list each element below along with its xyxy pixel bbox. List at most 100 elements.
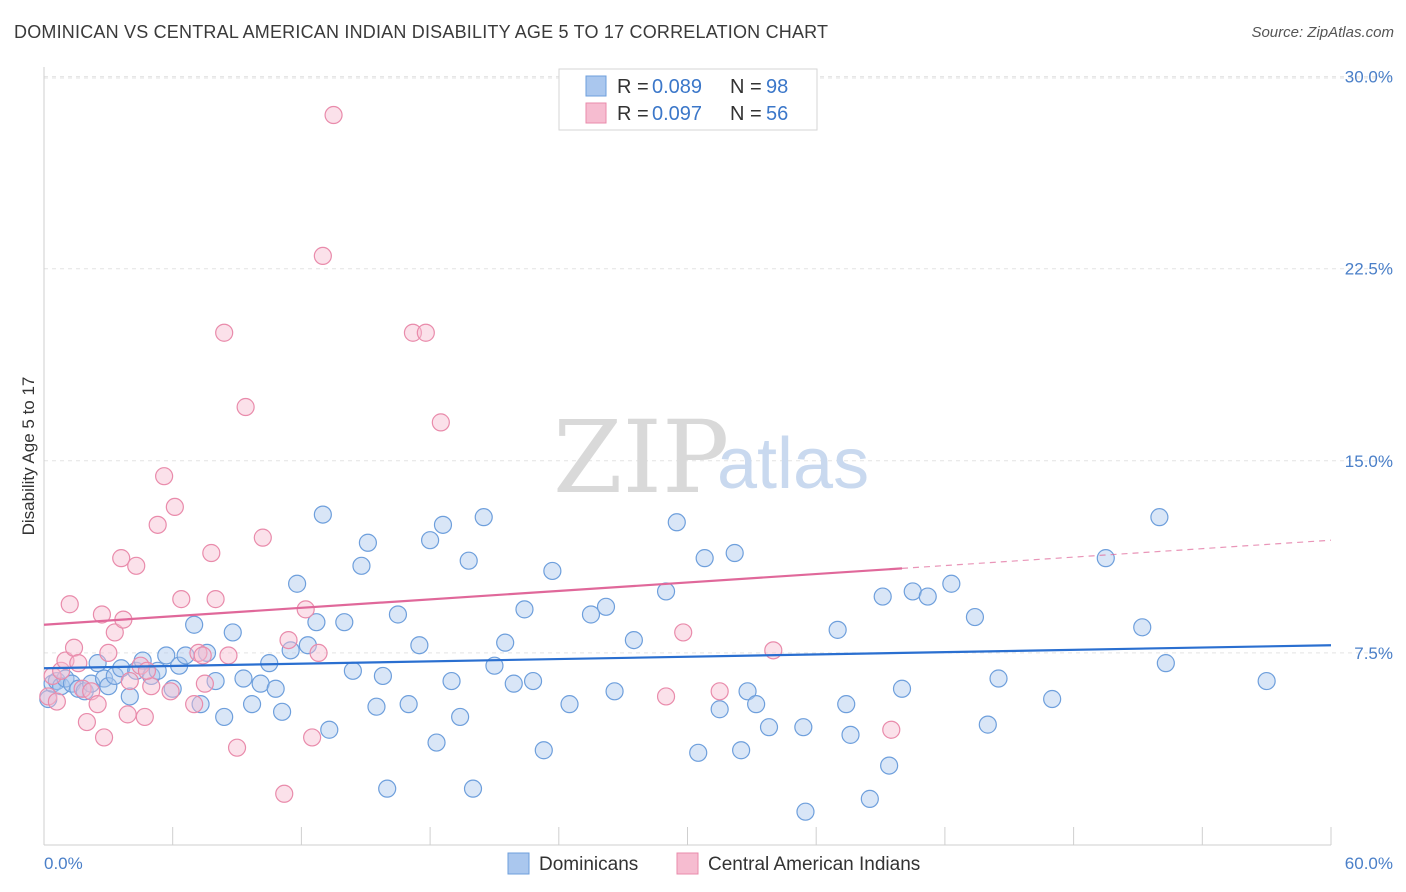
point-central-american-indian [416,323,435,342]
legend-n-value-pink: 56 [766,103,788,125]
point-central-american-indian [142,677,161,696]
point-central-american-indian [309,643,328,663]
point-central-american-indian [161,682,180,701]
point-central-american-indian [47,692,66,711]
point-central-american-indian [172,590,191,609]
point-dominican [496,633,515,652]
point-central-american-indian [94,728,114,747]
point-central-american-indian [236,397,255,417]
trend-line-central-american-indians [43,567,903,626]
point-dominican [215,707,234,727]
point-dominican [796,802,815,821]
point-dominican [560,695,579,714]
point-central-american-indian [195,674,214,693]
watermark-zip: ZIP [553,399,729,516]
point-central-american-indian [279,630,298,650]
point-central-american-indian [64,638,84,657]
point-central-american-indian [710,682,729,701]
point-dominican [738,682,757,701]
point-central-american-indian [324,105,343,125]
point-dominican [463,779,483,798]
point-central-american-indian [155,467,174,486]
legend-r-value-pink: 0.097 [652,103,702,125]
point-dominican [474,508,493,527]
point-dominican [667,513,686,532]
trend-lines [43,539,1332,670]
y-tick-label: 22.5% [1345,260,1393,279]
y-axis-label: Disability Age 5 to 17 [19,377,38,536]
point-central-american-indian [656,687,676,706]
point-dominican [989,669,1008,688]
bottom-legend: Dominicans Central American Indians [507,852,920,875]
point-dominican [485,656,504,675]
point-dominican [352,556,371,575]
point-central-american-indian [215,323,234,342]
point-dominican [837,695,856,714]
point-dominican [1150,508,1169,527]
point-central-american-indian [165,497,184,517]
axes [43,67,1332,846]
point-dominican [459,551,478,570]
legend-n-value-blue: 98 [766,76,788,98]
point-dominican [266,679,285,698]
point-dominican [112,659,131,678]
point-dominican [367,697,386,716]
legend-r-label-blue: R = [617,76,649,98]
point-dominican [695,549,714,568]
point-dominican [157,646,176,665]
point-dominican [860,789,879,808]
legend-n-label-blue: N = [730,76,762,98]
point-dominican [191,695,210,714]
point-dominican [828,620,847,639]
bottom-legend-label-central-american-indians: Central American Indians [708,854,920,875]
point-central-american-indian [39,687,58,706]
point-central-american-indian [185,695,204,714]
watermark: ZIP atlas [553,399,869,516]
point-central-american-indian [148,515,167,534]
point-dominican [335,613,354,632]
bottom-legend-swatch-central-american-indians [676,852,699,875]
point-dominican [1257,671,1276,691]
point-central-american-indian [137,661,157,680]
point-dominican [965,607,985,627]
point-dominican [892,679,912,698]
point-dominican [841,725,860,744]
point-dominican [732,741,751,760]
point-dominican [388,605,408,624]
point-dominican [343,661,362,680]
point-dominican [1096,549,1115,568]
point-central-american-indian [202,543,221,563]
point-dominican [903,582,922,601]
point-dominican [918,587,937,606]
point-central-american-indian [77,712,97,732]
point-central-american-indian [303,728,322,747]
source-label: Source: ZipAtlas.com [1251,24,1394,41]
legend-n-label-pink: N = [730,103,762,125]
point-central-american-indian [118,705,137,724]
point-dominican [543,561,562,581]
watermark-atlas: atlas [717,424,869,504]
point-dominican [234,669,253,688]
point-dominican [624,630,643,650]
point-central-american-indian [219,646,238,665]
series-dominicans [39,505,1276,821]
y-tick-label: 15.0% [1345,452,1393,471]
point-dominican [163,679,182,698]
point-dominican [320,720,339,739]
point-dominican [747,695,766,714]
point-dominican [689,743,708,762]
point-central-american-indian [112,549,131,568]
point-dominican [1133,618,1152,637]
legend-swatch-blue [585,75,607,97]
point-dominican [605,682,624,701]
point-dominican [1043,689,1062,709]
point-dominican [978,715,997,734]
point-central-american-indian [127,556,146,575]
point-central-american-indian [105,623,124,642]
trend-line-dominicans [43,644,1332,670]
point-dominican [880,756,899,775]
point-dominican [710,700,729,719]
x-tick-label-min: 0.0% [44,854,83,873]
point-dominican [421,531,440,550]
point-central-american-indian [88,695,107,714]
